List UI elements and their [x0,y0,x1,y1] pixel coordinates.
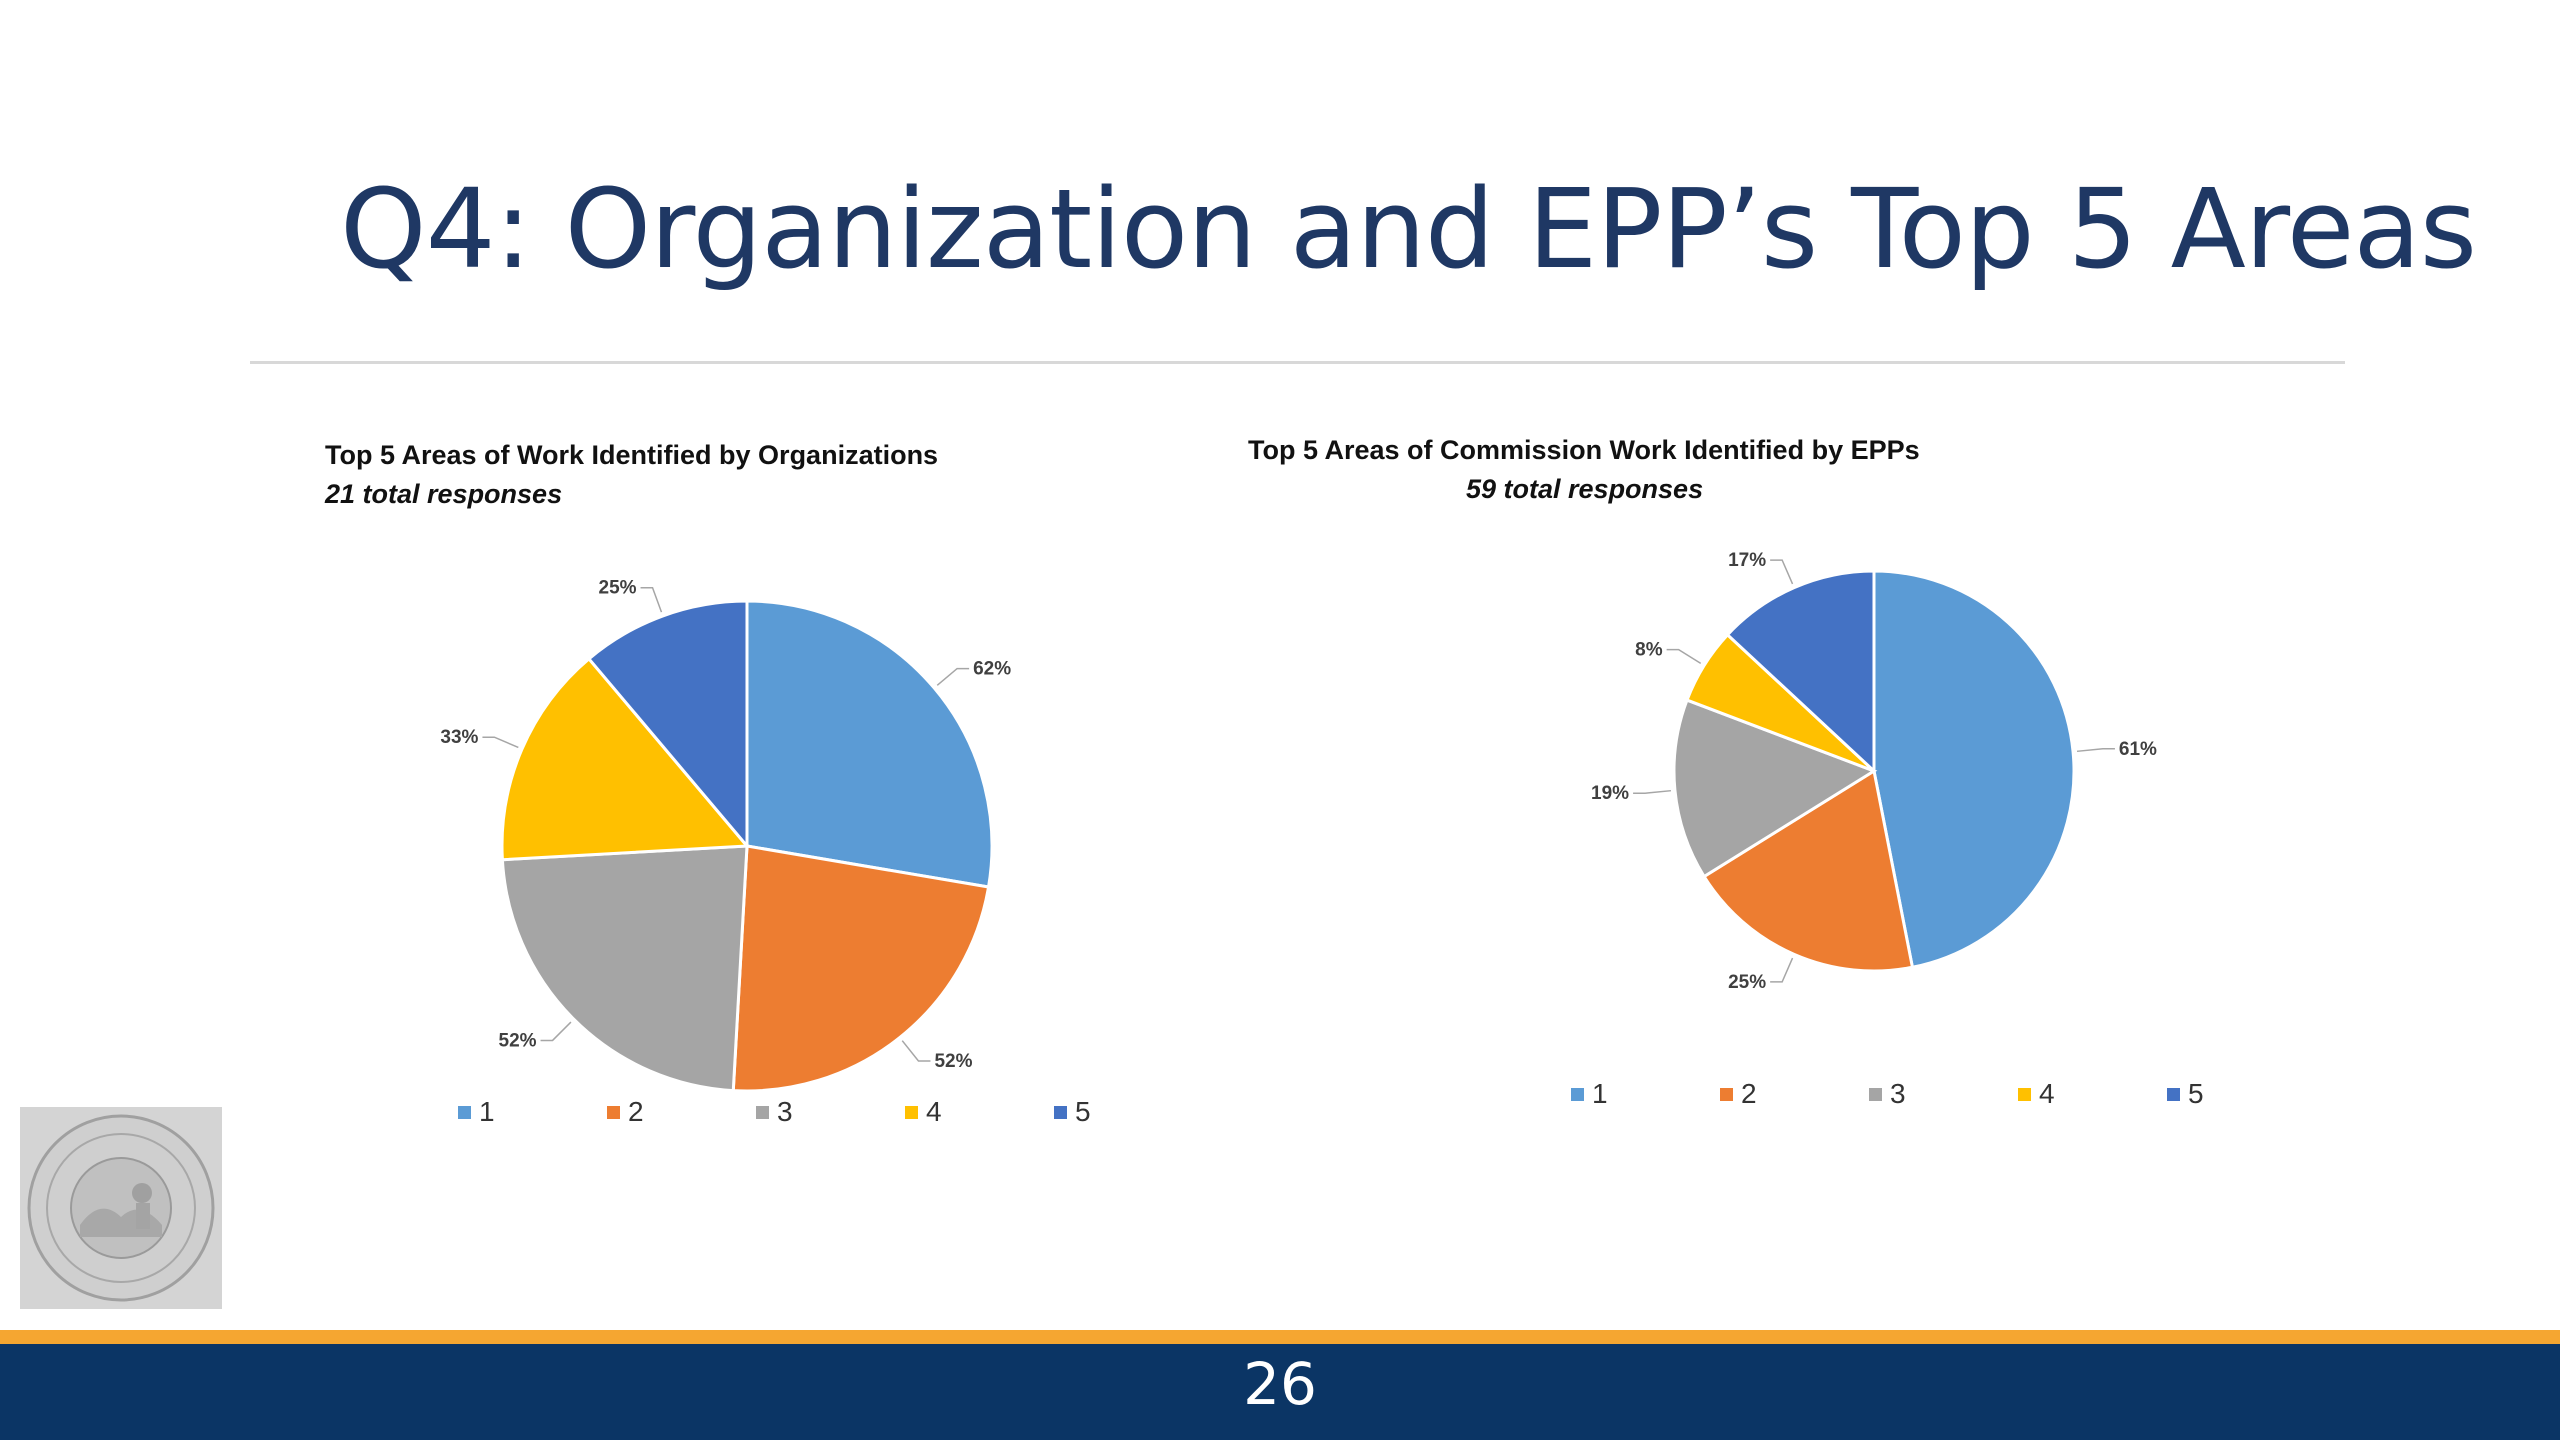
chart-1-legend-label-1: 1 [479,1096,495,1127]
chart-2-leader-line-3 [1633,789,1672,794]
chart-2-legend-item-1: 1 [1571,1078,1720,1110]
chart-2-legend-label-4: 4 [2039,1078,2055,1109]
chart-2-legend-label-1: 1 [1592,1078,1608,1109]
chart-1-title: Top 5 Areas of Work Identified by Organi… [325,440,939,470]
chart-2-leader-line-2 [1770,957,1794,983]
chart-2-slice-2 [1702,768,1915,973]
chart-1-legend-item-2: 2 [607,1096,756,1128]
chart-1-slice-4 [500,656,751,862]
chart-1-legend-item-1: 1 [458,1096,607,1128]
chart-1-legend-label-4: 4 [926,1096,942,1127]
chart-1-legend-item-3: 3 [756,1096,905,1128]
chart-2-slice-5 [1725,569,1876,775]
chart-1-subtitle: 21 total responses [325,479,563,509]
chart-1-legend-swatch-2 [607,1105,620,1119]
chart-1-leader-line-5 [640,586,663,613]
chart-2-leader-line-1 [2076,748,2115,753]
chart-1-legend-swatch-3 [756,1105,769,1119]
chart-2-legend-label-2: 2 [1741,1078,1757,1109]
footer-bar [0,1344,2560,1440]
chart-2-legend-item-2: 2 [1720,1078,1869,1110]
chart-2-data-label-4: 8% [1635,640,1663,661]
chart-2-title: Top 5 Areas of Commission Work Identifie… [1248,435,1920,465]
chart-2-data-label-2: 25% [1728,972,1766,993]
chart-2-data-label-5: 17% [1728,550,1766,571]
chart-1-leader-line-2 [901,1040,931,1062]
chart-1-legend-label-2: 2 [628,1096,644,1127]
chart-1-slice-2 [731,844,991,1093]
chart-1-data-label-2: 52% [934,1051,972,1072]
chart-2-legend-label-3: 3 [1890,1078,1906,1109]
chart-1-leader-line-3 [540,1021,572,1042]
footer-accent-stripe [0,1330,2560,1344]
chart-1-data-label-3: 52% [499,1030,537,1051]
chart-1-leader-line-4 [482,736,519,749]
chart-1-data-label-5: 25% [599,578,637,599]
chart-2-subtitle: 59 total responses [1466,474,1704,504]
chart-2-legend-swatch-3 [1869,1087,1882,1101]
chart-1-legend-swatch-5 [1054,1105,1067,1119]
chart-2-legend-item-4: 4 [2018,1078,2167,1110]
chart-2-data-label-3: 19% [1591,783,1629,804]
chart-1-slice-3 [500,844,749,1093]
chart-1-legend-label-5: 5 [1075,1096,1091,1127]
chart-2-legend-swatch-4 [2018,1087,2031,1101]
chart-2-slice-1 [1872,569,2076,970]
commission-seal-logo [20,1107,222,1309]
chart-2-legend: 1 2 3 4 5 [1571,1078,2316,1110]
chart-1-legend-label-3: 3 [777,1096,793,1127]
chart-1-slice-5 [586,599,749,851]
chart-1-slice-1 [745,599,994,889]
title-divider [250,361,2345,364]
chart-1-legend-item-4: 4 [905,1096,1054,1128]
chart-2-legend-swatch-2 [1720,1087,1733,1101]
chart-1-data-label-1: 62% [973,659,1011,680]
chart-1-legend-swatch-1 [458,1105,471,1119]
chart-2-data-label-1: 61% [2119,739,2157,760]
chart-1-leader-line-1 [936,667,970,686]
chart-1-legend-item-5: 5 [1054,1096,1203,1128]
chart-2-legend-label-5: 5 [2188,1078,2204,1109]
page-number: 26 [1243,1350,1317,1418]
chart-1-legend-swatch-4 [905,1105,918,1119]
chart-2-leader-line-4 [1666,648,1702,664]
chart-2-slice-3 [1672,698,1878,879]
chart-1-data-label-4: 33% [440,727,478,748]
chart-1-legend: 1 2 3 4 5 [458,1096,1203,1128]
chart-2-legend-swatch-5 [2167,1087,2180,1101]
slide-title: Q4: Organization and EPP’s Top 5 Areas [340,165,2477,293]
chart-2-legend-item-5: 5 [2167,1078,2316,1110]
chart-2-legend-item-3: 3 [1869,1078,2018,1110]
chart-2-legend-swatch-1 [1571,1087,1584,1101]
chart-2-leader-line-5 [1770,559,1794,585]
